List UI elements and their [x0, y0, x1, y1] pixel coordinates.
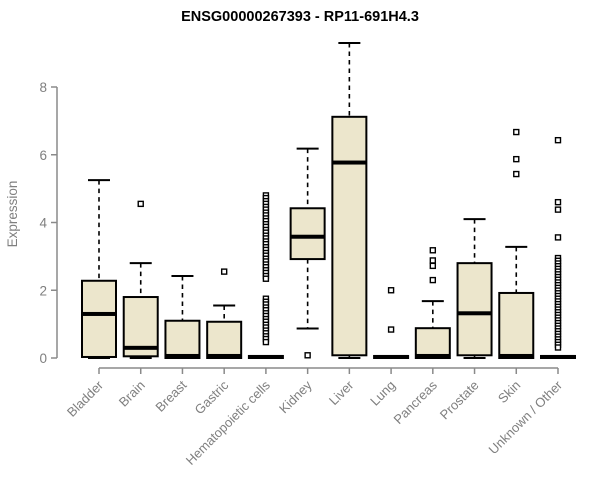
median-line	[207, 353, 242, 358]
iqr-box	[206, 320, 243, 360]
outlier-point	[513, 128, 520, 136]
median-line	[248, 354, 283, 359]
outlier-point	[429, 276, 437, 284]
outlier-point	[387, 287, 395, 294]
box-skin	[498, 128, 535, 359]
iqr-box	[289, 207, 326, 261]
iqr-box	[164, 319, 201, 359]
outlier-point	[429, 257, 437, 264]
outlier-point	[554, 136, 562, 144]
box-unknown-other	[539, 136, 576, 359]
outlier-point	[554, 234, 562, 241]
outlier-point	[554, 344, 562, 351]
median-line	[499, 353, 534, 358]
x-tick-label-unknown-other: Unknown / Other	[486, 377, 566, 457]
outlier-point	[554, 206, 562, 213]
x-tick-label-lung: Lung	[367, 378, 398, 409]
box-pancreas	[414, 247, 451, 360]
box-bladder	[81, 179, 117, 359]
iqr-box	[414, 327, 451, 360]
x-tick-label-brain: Brain	[116, 378, 148, 410]
x-tick-label-kidney: Kidney	[276, 377, 315, 416]
median-line	[290, 234, 325, 239]
x-tick-label-pancreas: Pancreas	[390, 377, 440, 427]
outlier-point	[262, 275, 270, 282]
x-tick-label-bladder: Bladder	[64, 377, 107, 420]
iqr-box	[331, 115, 368, 357]
box-gastric	[206, 268, 243, 360]
box-prostate	[456, 218, 493, 359]
box-liver	[331, 41, 368, 359]
median-line	[123, 345, 158, 350]
outlier-point	[513, 170, 520, 178]
y-tick-label: 6	[39, 148, 47, 163]
box-series	[81, 41, 576, 360]
x-tick-label-prostate: Prostate	[437, 378, 482, 423]
iqr-box	[81, 279, 117, 358]
y-tick-label: 8	[39, 80, 47, 95]
median-line	[82, 311, 116, 316]
median-line	[165, 353, 200, 358]
outlier-point	[429, 262, 437, 270]
outlier-point	[304, 352, 311, 359]
outlier-point	[220, 268, 228, 275]
iqr-box	[456, 262, 493, 357]
median-line	[457, 311, 492, 316]
outlier-point	[429, 247, 437, 254]
box-brain	[122, 200, 159, 359]
box-hematopoietic-cells	[247, 192, 284, 359]
outlier-point	[554, 198, 562, 206]
outlier-point	[387, 326, 395, 333]
x-tick-label-liver: Liver	[326, 377, 357, 408]
median-line	[415, 353, 450, 358]
chart-title: ENSG00000267393 - RP11-691H4.3	[181, 9, 419, 25]
box-breast	[164, 275, 201, 359]
box-kidney	[289, 147, 326, 359]
y-tick-label: 0	[39, 351, 47, 366]
iqr-box	[498, 291, 535, 359]
y-tick-label: 4	[39, 216, 47, 231]
median-line	[374, 354, 409, 359]
outlier-point	[262, 338, 270, 346]
x-tick-label-skin: Skin	[495, 378, 523, 406]
y-axis-label: Expression	[5, 181, 20, 248]
outlier-point	[513, 155, 520, 163]
x-tick-label-gastric: Gastric	[192, 377, 232, 417]
median-line	[332, 160, 367, 165]
box-lung	[373, 287, 410, 359]
outlier-point	[137, 200, 144, 208]
median-line	[540, 354, 575, 359]
x-tick-label-breast: Breast	[152, 377, 189, 414]
y-tick-label: 2	[39, 283, 47, 298]
